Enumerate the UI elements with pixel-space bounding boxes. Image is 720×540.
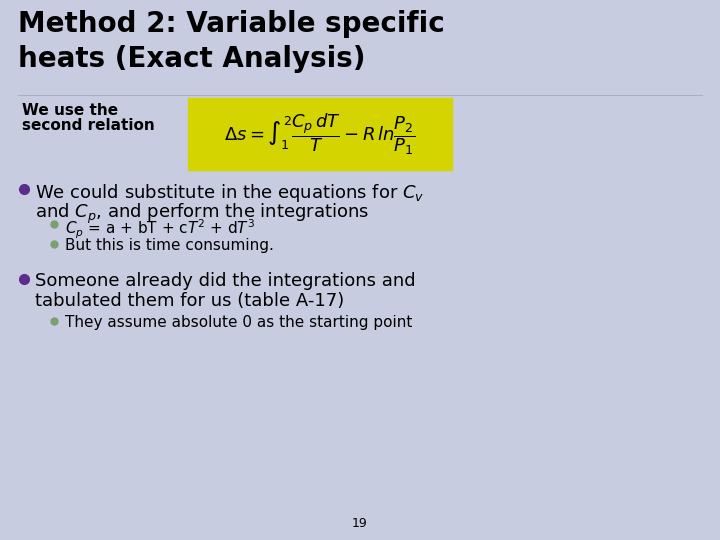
Text: But this is time consuming.: But this is time consuming.: [65, 238, 274, 253]
Text: tabulated them for us (table A-17): tabulated them for us (table A-17): [35, 292, 344, 310]
Text: 19: 19: [352, 517, 368, 530]
Text: Someone already did the integrations and: Someone already did the integrations and: [35, 272, 415, 290]
Text: $C_p$ = a + bT + c$T^2$ + d$T^3$: $C_p$ = a + bT + c$T^2$ + d$T^3$: [65, 218, 255, 241]
FancyBboxPatch shape: [188, 98, 452, 170]
Text: and $C_p$, and perform the integrations: and $C_p$, and perform the integrations: [35, 202, 369, 226]
Text: Method 2: Variable specific: Method 2: Variable specific: [18, 10, 445, 38]
Text: second relation: second relation: [22, 118, 155, 133]
Text: We use the: We use the: [22, 103, 118, 118]
Text: They assume absolute 0 as the starting point: They assume absolute 0 as the starting p…: [65, 315, 413, 330]
Text: $\Delta s = \int_{1}^{2} \dfrac{C_p\,dT}{T} - R\,ln\dfrac{P_2}{P_1}$: $\Delta s = \int_{1}^{2} \dfrac{C_p\,dT}…: [225, 111, 415, 157]
Text: heats (Exact Analysis): heats (Exact Analysis): [18, 45, 366, 73]
Text: We could substitute in the equations for $C_v$: We could substitute in the equations for…: [35, 182, 425, 204]
